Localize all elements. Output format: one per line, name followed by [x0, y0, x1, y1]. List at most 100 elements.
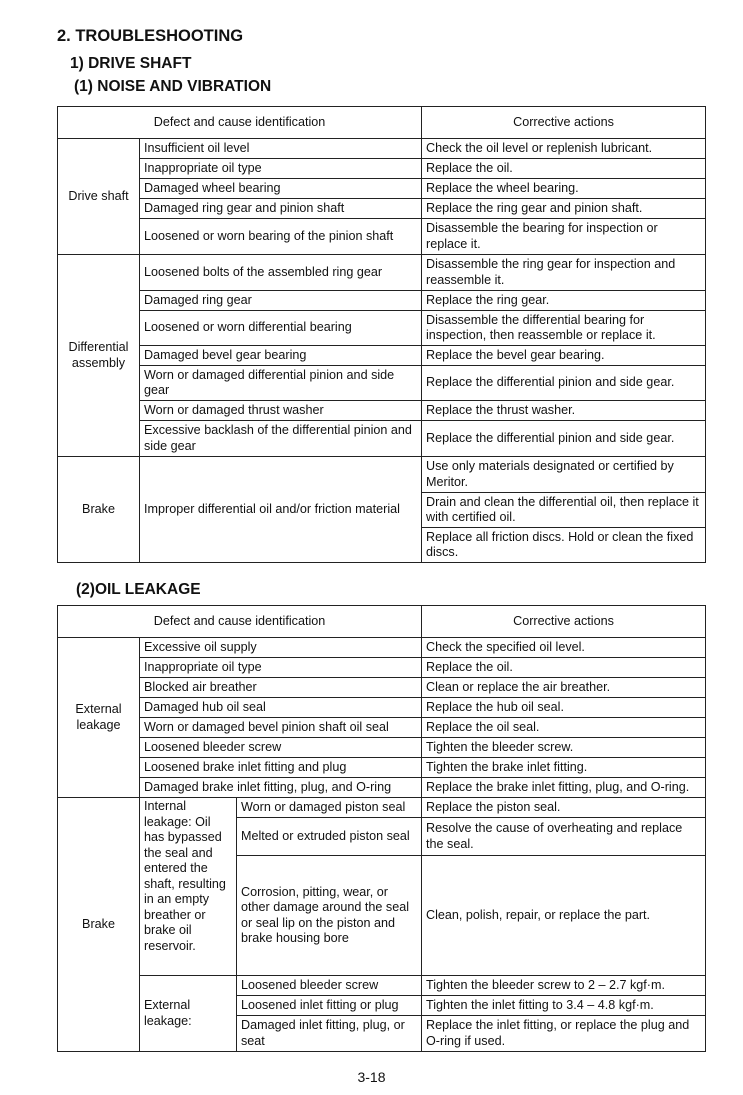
cause-cell: Worn or damaged thrust washer [139, 400, 422, 421]
table-row: Drain and clean the differential oil, th… [58, 492, 706, 528]
cause-cell: Damaged inlet fitting, plug, or seat [235, 1015, 423, 1052]
subsection-title-noise: (1) NOISE AND VIBRATION [74, 78, 272, 95]
cause-cell: Damaged ring gear [139, 290, 422, 311]
group-label: Brake [57, 456, 140, 563]
cause-cell: Damaged brake inlet fitting, plug, and O… [138, 777, 423, 798]
table-row: Damaged wheel bearing Replace the wheel b… [58, 178, 706, 199]
cause-cell: Worn or damaged piston seal [235, 797, 423, 818]
page-number: 3-18 [357, 1069, 386, 1085]
table-row: External leakage Excessive oil supply Chec… [57, 637, 707, 798]
action-cell: Replace the oil. [421, 158, 706, 179]
action-cell: Drain and clean the differential oil, th… [421, 492, 706, 528]
action-cell: Tighten the bleeder screw to 2 – 2.7 kgf… [421, 975, 707, 996]
action-cell: Replace the differential pinion and side… [421, 420, 706, 457]
action-cell: Tighten the brake inlet fitting. [421, 757, 707, 778]
cause-cell: Blocked air breather [138, 677, 423, 698]
action-cell: Replace the oil. [421, 657, 707, 678]
table-row: External leakage: Loosened bleeder screw T… [58, 975, 707, 1052]
cause-cell: Melted or extruded piston seal [235, 817, 423, 856]
oil-leakage-table: Defect and cause identification Correctiv… [56, 605, 707, 1052]
cause-cell: Loosened brake inlet fitting and plug [138, 757, 423, 778]
action-cell: Replace the brake inlet fitting, plug, a… [421, 777, 707, 798]
section-title: 1) DRIVE SHAFT [70, 55, 192, 72]
action-cell: Replace the inlet fitting, or replace th… [421, 1015, 707, 1052]
table-row: Damaged ring gear Replace the ring gear. [58, 290, 706, 311]
table-row: Corrosion, pitting, wear, or other damag… [58, 855, 707, 976]
cause-cell: Worn or damaged bevel pinion shaft oil s… [138, 717, 423, 738]
cause-cell: Loosened or worn bearing of the pinion s… [139, 218, 422, 255]
action-cell: Replace all friction discs. Hold or clea… [421, 527, 706, 563]
table-row: Replace all friction discs. Hold or clea… [58, 527, 706, 563]
table-row: Brake Improper differential oil and/or fr… [57, 456, 706, 563]
header-actions: Corrective actions [421, 106, 706, 139]
action-cell: Clean or replace the air breather. [421, 677, 707, 698]
subsection-title-oil: (2)OIL LEAKAGE [76, 581, 201, 598]
noise-vibration-table: Defect and cause identification Correctiv… [57, 106, 706, 563]
action-cell: Replace the differential pinion and side… [421, 365, 706, 401]
action-cell: Check the specified oil level. [421, 637, 707, 658]
cause-cell: Improper differential oil and/or frictio… [139, 456, 422, 563]
header-actions: Corrective actions [421, 605, 707, 638]
action-cell: Tighten the bleeder screw. [421, 737, 707, 758]
table-row: Melted or extruded piston seal Resolve th… [58, 817, 707, 856]
table-row: Defect and cause identification Correctiv… [56, 605, 707, 638]
table-row: Damaged ring gear and pinion shaft Replac… [58, 198, 706, 219]
action-cell: Use only materials designated or certifi… [421, 456, 706, 493]
action-cell: Replace the ring gear. [421, 290, 706, 311]
table-row: Worn or damaged thrust washer Replace the… [58, 400, 706, 421]
table-row: Defect and cause identification Correctiv… [57, 106, 706, 139]
action-cell: Replace the wheel bearing. [421, 178, 706, 199]
table-row: Damaged brake inlet fitting, plug, and O… [58, 777, 707, 798]
action-cell: Replace the hub oil seal. [421, 697, 707, 718]
cause-cell: Worn or damaged differential pinion and … [139, 365, 422, 401]
cause-cell: Damaged ring gear and pinion shaft [139, 198, 422, 219]
table-row: Differential assembly Loosened bolts of t… [57, 254, 706, 457]
table-row: Loosened bleeder screw Tighten the bleede… [58, 737, 707, 758]
table-row: Blocked air breather Clean or replace the… [58, 677, 707, 698]
cause-cell: Loosened bleeder screw [235, 975, 423, 996]
header-defect: Defect and cause identification [56, 605, 423, 638]
cause-cell: Damaged wheel bearing [139, 178, 422, 199]
subgroup-label: External leakage: [139, 975, 237, 1052]
cause-cell: Inappropriate oil type [139, 158, 422, 179]
cause-cell: Loosened inlet fitting or plug [235, 995, 423, 1016]
table-row: Damaged bevel gear bearing Replace the be… [58, 345, 706, 366]
group-label: External leakage [57, 637, 140, 798]
cause-cell: Corrosion, pitting, wear, or other damag… [235, 855, 423, 976]
action-cell: Resolve the cause of overheating and rep… [421, 817, 707, 856]
header-defect: Defect and cause identification [57, 106, 422, 139]
table-row: Inappropriate oil type Replace the oil. [58, 657, 707, 678]
action-cell: Disassemble the ring gear for inspection… [421, 254, 706, 291]
action-cell: Replace the oil seal. [421, 717, 707, 738]
table-row: Loosened or worn bearing of the pinion s… [58, 218, 706, 255]
group-label: Drive shaft [57, 138, 140, 255]
table-row: Loosened or worn differential bearing Dis… [58, 310, 706, 346]
table-row: Drive shaft Insufficient oil level Check t… [57, 138, 706, 255]
table-row: Worn or damaged differential pinion and … [58, 365, 706, 401]
cause-cell: Excessive backlash of the differential p… [139, 420, 422, 457]
cause-cell: Insufficient oil level [139, 138, 422, 159]
table-row: Loosened brake inlet fitting and plug Tig… [58, 757, 707, 778]
action-cell: Clean, polish, repair, or replace the pa… [421, 855, 707, 976]
group-label: Differential assembly [57, 254, 140, 457]
cause-cell: Damaged bevel gear bearing [139, 345, 422, 366]
action-cell: Replace the thrust washer. [421, 400, 706, 421]
action-cell: Replace the piston seal. [421, 797, 707, 818]
cause-cell: Loosened bleeder screw [138, 737, 423, 758]
table-row: Damaged hub oil seal Replace the hub oil … [58, 697, 707, 718]
page-heading: 2. TROUBLESHOOTING [57, 27, 244, 45]
cause-cell: Damaged hub oil seal [138, 697, 423, 718]
table-row: Damaged inlet fitting, plug, or seat Repl… [58, 1015, 707, 1052]
table-row: Brake Internal leakage: Oil has bypassed … [57, 797, 707, 1052]
table-row: Excessive backlash of the differential p… [58, 420, 706, 457]
group-label: Brake [57, 797, 140, 1052]
cause-cell: Loosened or worn differential bearing [139, 310, 422, 346]
cause-cell: Inappropriate oil type [138, 657, 423, 678]
action-cell: Tighten the inlet fitting to 3.4 – 4.8 k… [421, 995, 707, 1016]
action-cell: Replace the ring gear and pinion shaft. [421, 198, 706, 219]
cause-cell: Loosened bolts of the assembled ring gea… [139, 254, 422, 291]
action-cell: Disassemble the differential bearing for… [421, 310, 706, 346]
table-row: Worn or damaged bevel pinion shaft oil s… [58, 717, 707, 738]
cause-cell: Excessive oil supply [138, 637, 423, 658]
table-row: Inappropriate oil type Replace the oil. [58, 158, 706, 179]
